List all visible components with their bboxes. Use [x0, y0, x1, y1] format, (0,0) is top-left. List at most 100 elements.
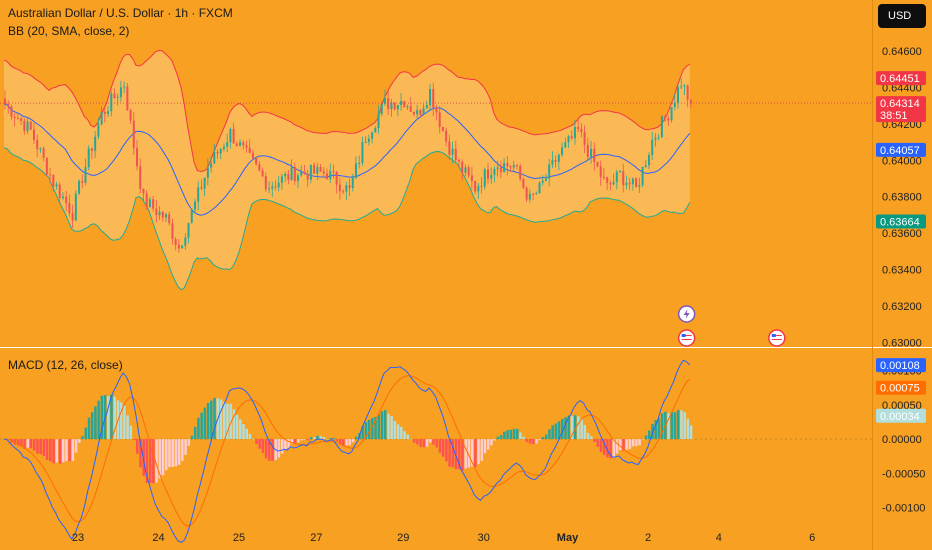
- candle[interactable]: [535, 191, 538, 195]
- candle[interactable]: [248, 139, 251, 154]
- candle[interactable]: [441, 126, 444, 132]
- candle[interactable]: [432, 82, 435, 117]
- candle[interactable]: [528, 189, 531, 203]
- candle[interactable]: [161, 211, 164, 222]
- candle[interactable]: [187, 222, 190, 244]
- candle[interactable]: [210, 156, 213, 173]
- candle[interactable]: [4, 90, 6, 110]
- candle[interactable]: [609, 180, 612, 191]
- candle[interactable]: [10, 104, 13, 121]
- candle[interactable]: [107, 105, 110, 117]
- candle[interactable]: [26, 116, 29, 135]
- candle[interactable]: [393, 101, 396, 111]
- candle[interactable]: [612, 173, 615, 186]
- candle[interactable]: [139, 158, 142, 194]
- candle[interactable]: [564, 137, 567, 149]
- candle[interactable]: [261, 167, 264, 178]
- candle[interactable]: [416, 104, 419, 120]
- candle[interactable]: [496, 160, 499, 177]
- currency-button[interactable]: USD: [878, 4, 926, 28]
- candle[interactable]: [158, 206, 161, 220]
- us-flag-event-icon[interactable]: [768, 329, 786, 347]
- candle[interactable]: [184, 233, 187, 250]
- candle[interactable]: [190, 208, 193, 224]
- candle[interactable]: [303, 164, 306, 175]
- candle[interactable]: [197, 181, 200, 211]
- candle[interactable]: [306, 169, 309, 187]
- candle[interactable]: [400, 93, 403, 111]
- candle[interactable]: [81, 174, 84, 189]
- candle[interactable]: [268, 181, 271, 194]
- candle[interactable]: [628, 177, 631, 191]
- candle[interactable]: [525, 186, 528, 203]
- candle[interactable]: [326, 168, 328, 180]
- candle[interactable]: [52, 174, 55, 192]
- bb-indicator-label[interactable]: BB (20, SMA, close, 2): [8, 24, 129, 38]
- candle[interactable]: [683, 83, 686, 96]
- candle[interactable]: [206, 158, 209, 186]
- candle[interactable]: [390, 99, 393, 117]
- candle[interactable]: [103, 105, 106, 123]
- candle[interactable]: [322, 167, 325, 178]
- candle[interactable]: [374, 125, 377, 133]
- candle[interactable]: [422, 104, 425, 116]
- candle[interactable]: [367, 134, 370, 146]
- candle[interactable]: [277, 175, 280, 192]
- candle[interactable]: [36, 134, 39, 158]
- candle[interactable]: [622, 163, 625, 193]
- candle[interactable]: [123, 81, 126, 93]
- candle[interactable]: [512, 161, 515, 171]
- candle[interactable]: [561, 142, 564, 158]
- candle[interactable]: [284, 171, 287, 182]
- candle[interactable]: [522, 177, 525, 190]
- candle[interactable]: [371, 131, 374, 144]
- candle[interactable]: [20, 116, 23, 126]
- candle[interactable]: [483, 167, 486, 190]
- candle[interactable]: [654, 133, 657, 147]
- candle[interactable]: [329, 163, 332, 184]
- candle[interactable]: [689, 99, 692, 108]
- candle[interactable]: [673, 94, 676, 111]
- candle[interactable]: [226, 133, 229, 153]
- candle[interactable]: [68, 194, 71, 217]
- candle[interactable]: [544, 173, 547, 182]
- candle[interactable]: [396, 104, 399, 117]
- candle[interactable]: [29, 121, 32, 131]
- candle[interactable]: [174, 237, 177, 251]
- candle[interactable]: [287, 169, 290, 185]
- candle[interactable]: [165, 212, 167, 222]
- candle[interactable]: [181, 244, 184, 249]
- candle[interactable]: [358, 155, 361, 169]
- candle[interactable]: [316, 162, 319, 181]
- candle[interactable]: [32, 122, 35, 145]
- candle[interactable]: [300, 165, 303, 178]
- candle[interactable]: [651, 131, 654, 161]
- candle[interactable]: [631, 177, 634, 191]
- candle[interactable]: [274, 180, 277, 191]
- candle[interactable]: [503, 157, 506, 173]
- candle[interactable]: [348, 178, 351, 196]
- candle[interactable]: [670, 106, 673, 123]
- candle[interactable]: [132, 112, 135, 155]
- candle[interactable]: [480, 176, 483, 194]
- candle[interactable]: [332, 164, 335, 179]
- candle[interactable]: [387, 91, 390, 115]
- candle[interactable]: [425, 100, 428, 109]
- candle[interactable]: [448, 134, 451, 160]
- candle[interactable]: [474, 180, 477, 195]
- candle[interactable]: [354, 156, 357, 180]
- candle[interactable]: [548, 158, 551, 187]
- candle[interactable]: [319, 163, 322, 172]
- candle[interactable]: [342, 189, 345, 195]
- candle[interactable]: [116, 93, 119, 106]
- candle[interactable]: [644, 159, 647, 168]
- candle[interactable]: [200, 179, 203, 191]
- candle[interactable]: [412, 111, 415, 117]
- candle[interactable]: [58, 182, 61, 205]
- candle[interactable]: [297, 173, 300, 189]
- candle[interactable]: [84, 158, 87, 186]
- candle[interactable]: [168, 211, 171, 226]
- candle[interactable]: [664, 114, 667, 122]
- candle[interactable]: [61, 192, 64, 201]
